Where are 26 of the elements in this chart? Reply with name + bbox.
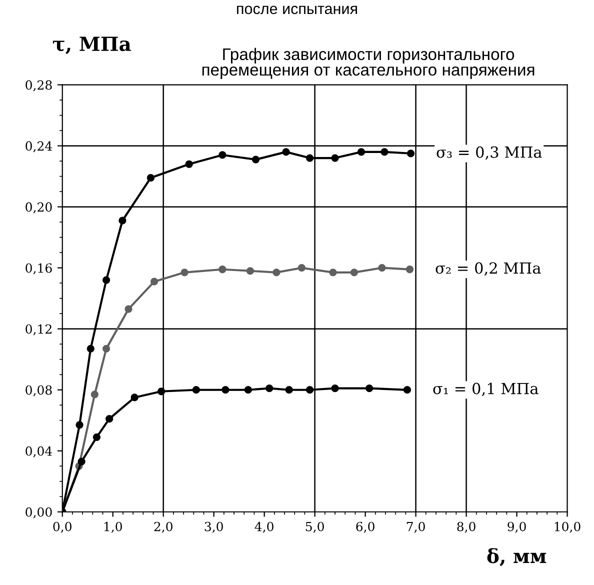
y-axis-title: τ, МПа: [52, 36, 131, 54]
y-tick-label: 0,28: [26, 80, 52, 92]
y-tick-label: 0,04: [26, 446, 52, 458]
x-tick-label: 10,0: [554, 522, 580, 533]
series-label: σ₁ = 0,1 МПа: [433, 382, 538, 396]
text: после испытания: [237, 6, 357, 14]
y-tick-label: 0,08: [26, 385, 52, 396]
x-axis-title: δ, мм: [487, 548, 546, 566]
y-tick-label: 0,16: [26, 263, 52, 274]
x-tick-label: 1,0: [104, 522, 122, 533]
x-tick-label: 9,0: [508, 522, 526, 533]
x-tick-label: 8,0: [457, 522, 476, 533]
x-tick-label: 0,0: [53, 522, 72, 533]
y-tick-label: 0,24: [26, 141, 52, 152]
x-tick-label: 2,0: [154, 522, 172, 533]
x-tick-label: 5,0: [306, 522, 324, 533]
chart-title: График зависимости горизонтального перемещения от касательного напряжения: [202, 48, 534, 79]
series-label: σ₃ = 0,3 МПа: [436, 146, 542, 160]
y-tick-label: 0,00: [26, 507, 52, 518]
x-tick-label: 6,0: [356, 522, 374, 533]
y-tick-label: 0,20: [26, 202, 52, 214]
x-tick-label: 7,0: [406, 522, 425, 533]
y-tick-label: 0,12: [26, 324, 52, 336]
x-tick-label: 3,0: [204, 522, 223, 533]
x-tick-label: 4,0: [254, 522, 274, 533]
series-label: σ₂ = 0,2 МПа: [436, 262, 541, 276]
